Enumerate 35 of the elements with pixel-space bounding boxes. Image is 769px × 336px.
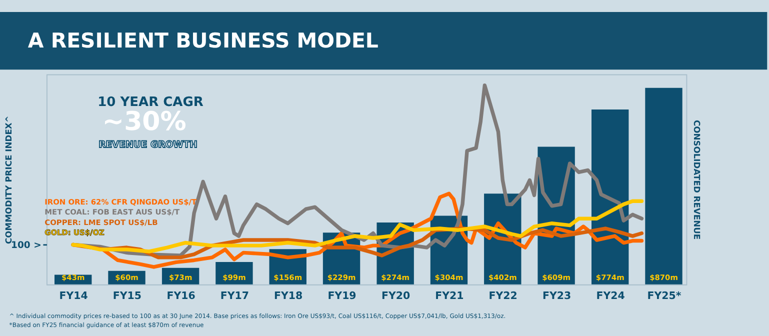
data-label: $156m [274, 272, 302, 282]
data-label: $274m [381, 272, 410, 282]
bar [645, 88, 682, 284]
data-label: $60m [115, 272, 139, 282]
x-tick-label: FY18 [274, 290, 303, 302]
x-tick-label: FY15 [112, 290, 142, 302]
annotation: REVENUE GROWTH [98, 140, 198, 151]
series-label: GOLD: US$/OZ [44, 228, 106, 238]
data-label: $304m [434, 272, 464, 282]
text: COPPER: LME SPOT US$/LB [44, 218, 158, 227]
x-tick-label: FY25* [647, 290, 682, 302]
data-label: $99m [222, 272, 246, 282]
data-label: $73m [168, 272, 192, 282]
data-label: $229m [327, 272, 356, 282]
data-label: $774m [596, 272, 625, 282]
y2-axis-title: CONSOLIDATED REVENUE [692, 120, 702, 240]
series-label: MET COAL: FOB EAST AUS US$/T [44, 208, 180, 217]
x-tick-label: FY24 [596, 290, 625, 302]
x-tick-label: FY20 [381, 290, 410, 302]
x-tick-label: FY23 [542, 290, 572, 302]
data-label: $43m [61, 272, 85, 282]
x-tick-label: FY17 [220, 290, 249, 302]
data-label: $402m [488, 272, 518, 282]
data-label: $870m [650, 272, 678, 282]
y-tick-label: 100 > [10, 240, 42, 252]
x-tick-label: FY14 [59, 290, 88, 302]
chart-title: A RESILIENT BUSINESS MODEL [28, 28, 378, 52]
annotation: 10 YEAR CAGR [98, 94, 204, 110]
data-label: $609m [542, 272, 571, 282]
x-tick-label: FY19 [328, 290, 356, 302]
bar [216, 262, 253, 284]
x-tick-label: FY22 [488, 290, 518, 302]
text: IRON ORE: 62% CFR QINGDAO US$/T [44, 197, 198, 206]
x-tick-label: FY16 [166, 290, 196, 302]
x-tick-label: FY21 [435, 290, 464, 302]
